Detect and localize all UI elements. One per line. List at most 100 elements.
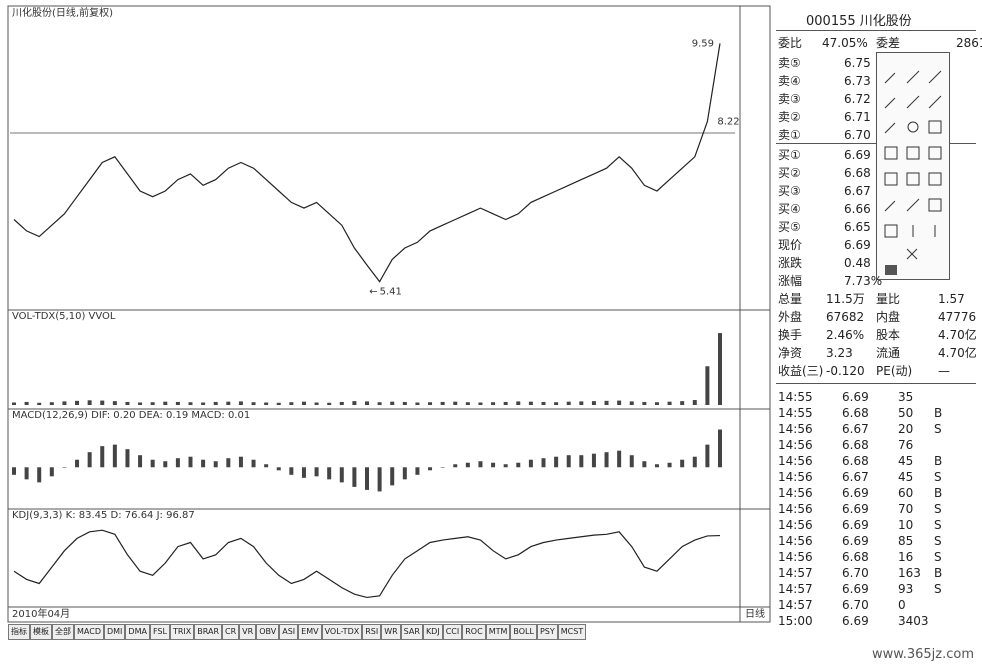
tab[interactable]: DMA <box>125 624 150 640</box>
macd-bar <box>365 467 369 490</box>
macd-bar <box>402 467 407 480</box>
volume-bar <box>428 402 433 405</box>
volume-bar <box>541 401 546 405</box>
price: 6.70 <box>842 566 869 580</box>
price: 6.69 <box>844 148 871 162</box>
tab[interactable]: 指标 <box>8 624 30 640</box>
price: 6.68 <box>842 438 869 452</box>
panel-row: 买① 6.69 <box>776 146 976 164</box>
tab[interactable]: MCST <box>557 624 587 640</box>
date-label: 2010年04月 <box>12 607 70 620</box>
volume: 76 <box>898 438 914 452</box>
drawing-toolbar[interactable] <box>876 52 950 280</box>
tab[interactable]: CCI <box>442 624 463 640</box>
side: B <box>934 454 943 468</box>
tab[interactable]: RSI <box>362 624 382 640</box>
tab[interactable]: VOL-TDX <box>321 624 363 640</box>
volume-bar <box>125 401 130 405</box>
tab[interactable]: ROC <box>462 624 486 640</box>
tab[interactable]: DMI <box>103 624 126 640</box>
label: 卖③ <box>778 92 801 106</box>
tab[interactable]: ASI <box>279 624 299 640</box>
panel-row: 卖② 6.71 <box>776 108 976 126</box>
macd-bar <box>440 467 445 468</box>
price: 6.68 <box>842 550 869 564</box>
side: B <box>934 566 943 580</box>
label: 买⑤ <box>778 220 801 234</box>
tab[interactable]: OBV <box>256 624 280 640</box>
tab[interactable]: TRIX <box>169 624 195 640</box>
volume-bar <box>705 366 710 405</box>
tab[interactable]: SAR <box>400 624 423 640</box>
value: 4.70亿 <box>938 346 977 360</box>
value: 6.69 <box>844 238 871 252</box>
panel-row: 卖⑤ 6.75 <box>776 54 976 72</box>
volume-bar <box>213 401 218 405</box>
tab[interactable]: WR <box>381 624 401 640</box>
volume-bar <box>264 402 269 405</box>
macd-bar <box>667 462 672 468</box>
volume: 10 <box>898 518 914 532</box>
price: 6.69 <box>842 582 869 596</box>
panel-row: 总量 11.5万 量比 1.57 <box>776 290 976 308</box>
panel-row: 卖③ 6.72 <box>776 90 976 108</box>
side: S <box>934 470 942 484</box>
tab[interactable]: MTM <box>485 624 511 640</box>
tab[interactable]: 模板 <box>30 624 52 640</box>
volume: 70 <box>898 502 914 516</box>
volume-bar <box>327 402 332 405</box>
value: -0.120 <box>826 364 865 378</box>
label: PE(动) <box>876 364 913 378</box>
tab[interactable]: BRAR <box>194 624 223 640</box>
panel-row: 外盘 67682 内盘 47776 <box>776 308 976 326</box>
price: 6.68 <box>842 406 869 420</box>
volume-bar <box>138 402 143 405</box>
panel-row: 净资 3.23 流通 4.70亿 <box>776 344 977 362</box>
panel-row: 现价 6.69 <box>776 236 976 254</box>
macd-bar <box>377 467 382 492</box>
tab[interactable]: CR <box>222 624 240 640</box>
label: 卖② <box>778 110 801 124</box>
volume-bar <box>478 402 483 405</box>
tab[interactable]: PSY <box>536 624 558 640</box>
panel-row: 买④ 6.66 <box>776 200 976 218</box>
volume-bar <box>465 402 470 405</box>
label: 收益(三) <box>778 364 824 378</box>
macd-bar <box>604 452 609 468</box>
tab[interactable]: FSL <box>149 624 170 640</box>
time: 14:56 <box>778 438 813 452</box>
panel-row: 14:56 6.68 76 <box>776 436 976 454</box>
macd-bar <box>617 450 622 468</box>
price: 6.72 <box>844 92 871 106</box>
macd-bar <box>718 429 722 468</box>
panel-row: 14:55 6.68 50 B <box>776 404 976 422</box>
volume-bar <box>604 400 609 405</box>
panel-row: 14:55 6.69 35 <box>776 388 976 406</box>
price: 6.67 <box>844 184 871 198</box>
label: 委比 <box>778 36 803 50</box>
macd-bar <box>654 464 659 468</box>
volume: 50 <box>898 406 914 420</box>
chart-title: 川化股份(日线,前复权) <box>12 6 113 19</box>
panel-row: 涨幅 7.73% <box>776 272 976 290</box>
tab[interactable]: VR <box>239 624 257 640</box>
macd-bar <box>12 467 16 475</box>
side: B <box>934 486 943 500</box>
macd-bar <box>692 456 697 468</box>
tab[interactable]: EMV <box>298 624 322 640</box>
volume-bar <box>276 402 281 405</box>
panel-row: 买② 6.68 <box>776 164 976 182</box>
low-arrow: ← <box>369 287 377 298</box>
macd-bar <box>352 467 357 487</box>
tab[interactable]: BOLL <box>510 624 537 640</box>
time: 14:56 <box>778 470 813 484</box>
macd-bar <box>591 453 596 468</box>
tab[interactable]: KDJ <box>422 624 443 640</box>
macd-bar <box>213 461 218 468</box>
macd-bar <box>251 459 256 468</box>
price: 6.69 <box>842 486 869 500</box>
time: 14:57 <box>778 582 813 596</box>
tab[interactable]: 全部 <box>52 624 74 640</box>
tab[interactable]: MACD <box>74 624 104 640</box>
price: 6.67 <box>842 422 869 436</box>
